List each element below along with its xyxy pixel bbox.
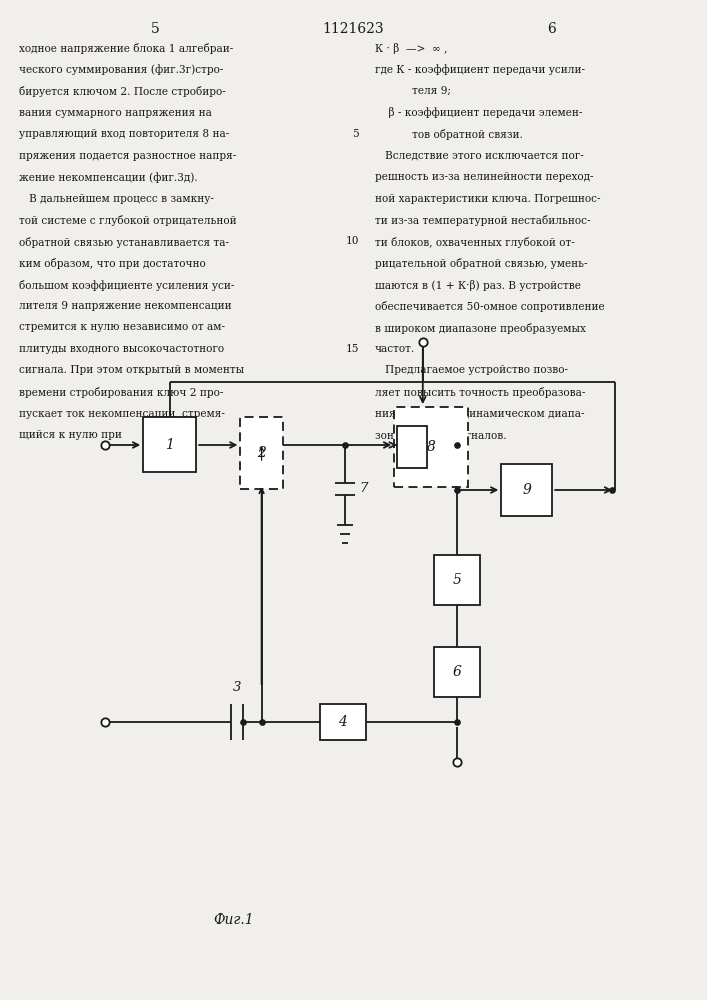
Text: пряжения подается разностное напря-: пряжения подается разностное напря- [19,151,236,161]
Text: В дальнейшем процесс в замкну-: В дальнейшем процесс в замкну- [19,194,214,204]
Bar [434,647,480,697]
Text: рицательной обратной связью, умень-: рицательной обратной связью, умень- [375,258,588,269]
Bar [143,417,196,472]
Text: 5: 5 [353,129,359,139]
Text: 1: 1 [165,438,174,452]
Text: большом коэффициенте усиления уси-: большом коэффициенте усиления уси- [19,280,235,291]
Text: пускает ток некомпенсации, стремя-: пускает ток некомпенсации, стремя- [19,409,225,419]
Text: 5: 5 [151,22,160,36]
Text: теля 9;: теля 9; [375,86,450,96]
Bar [394,407,468,487]
Text: 3: 3 [233,681,241,694]
Text: ким образом, что при достаточно: ким образом, что при достаточно [19,258,206,269]
Bar [320,704,366,740]
Text: в широком диапазоне преобразуемых: в широком диапазоне преобразуемых [375,322,585,334]
Text: щийся к нулю при: щийся к нулю при [19,430,122,440]
Text: обратной связью устанавливается та-: обратной связью устанавливается та- [19,236,229,247]
Text: К · β  —>  ∞ ,: К · β —> ∞ , [375,43,447,54]
Text: частот.: частот. [375,344,415,354]
Text: управляющий вход повторителя 8 на-: управляющий вход повторителя 8 на- [19,129,229,139]
Text: 10: 10 [346,236,359,246]
Text: вания суммарного напряжения на: вания суммарного напряжения на [19,107,212,117]
Text: Предлагаемое устройство позво-: Предлагаемое устройство позво- [375,365,568,375]
Text: Фиг.1: Фиг.1 [213,913,254,927]
Text: 8: 8 [427,440,436,454]
Text: ляет повысить точность преобразова-: ляет повысить точность преобразова- [375,387,585,398]
Text: сигнала. При этом открытый в моменты: сигнала. При этом открытый в моменты [19,365,244,375]
Text: плитуды входного высокочастотного: плитуды входного высокочастотного [19,344,224,354]
Text: ной характеристики ключа. Погрешнос-: ной характеристики ключа. Погрешнос- [375,194,600,204]
Text: зоне входных сигналов.: зоне входных сигналов. [375,430,506,440]
Text: 6: 6 [547,22,556,36]
Text: лителя 9 напряжение некомпенсации: лителя 9 напряжение некомпенсации [19,301,232,311]
Text: бируется ключом 2. После стробиро-: бируется ключом 2. После стробиро- [19,86,226,97]
Text: стремится к нулю независимо от ам-: стремится к нулю независимо от ам- [19,322,225,332]
Text: ти блоков, охваченных глубокой от-: ти блоков, охваченных глубокой от- [375,236,575,247]
Text: тов обратной связи.: тов обратной связи. [375,129,522,140]
Text: решность из-за нелинейности переход-: решность из-за нелинейности переход- [375,172,593,182]
Text: жение некомпенсации (фиг.3д).: жение некомпенсации (фиг.3д). [19,172,198,183]
Text: ходное напряжение блока 1 алгебраи-: ходное напряжение блока 1 алгебраи- [19,43,233,54]
Text: β - коэффициент передачи элемен-: β - коэффициент передачи элемен- [375,107,582,118]
Text: 4: 4 [339,715,347,729]
Text: 15: 15 [346,344,359,354]
Text: времени стробирования ключ 2 про-: времени стробирования ключ 2 про- [19,387,223,398]
Bar [397,426,427,468]
Bar [501,464,552,516]
Text: ти из-за температурной нестабильнос-: ти из-за температурной нестабильнос- [375,215,590,226]
Text: 9: 9 [522,483,531,497]
Text: ческого суммирования (фиг.3г)стро-: ческого суммирования (фиг.3г)стро- [19,64,223,75]
Text: 5: 5 [453,573,462,587]
Text: 6: 6 [453,665,462,679]
Text: где К - коэффициент передачи усили-: где К - коэффициент передачи усили- [375,64,585,75]
Text: 1121623: 1121623 [322,22,385,36]
Bar [434,555,480,605]
Text: шаются в (1 + К·β) раз. В устройстве: шаются в (1 + К·β) раз. В устройстве [375,280,580,291]
Text: ния в широком динамическом диапа-: ния в широком динамическом диапа- [375,409,584,419]
Text: обеспечивается 50-омное сопротивление: обеспечивается 50-омное сопротивление [375,301,604,312]
Text: 7: 7 [359,483,368,495]
Text: 2: 2 [257,446,266,460]
Text: той системе с глубокой отрицательной: той системе с глубокой отрицательной [19,215,237,226]
Text: Вследствие этого исключается пог-: Вследствие этого исключается пог- [375,151,583,161]
Bar [240,417,283,489]
